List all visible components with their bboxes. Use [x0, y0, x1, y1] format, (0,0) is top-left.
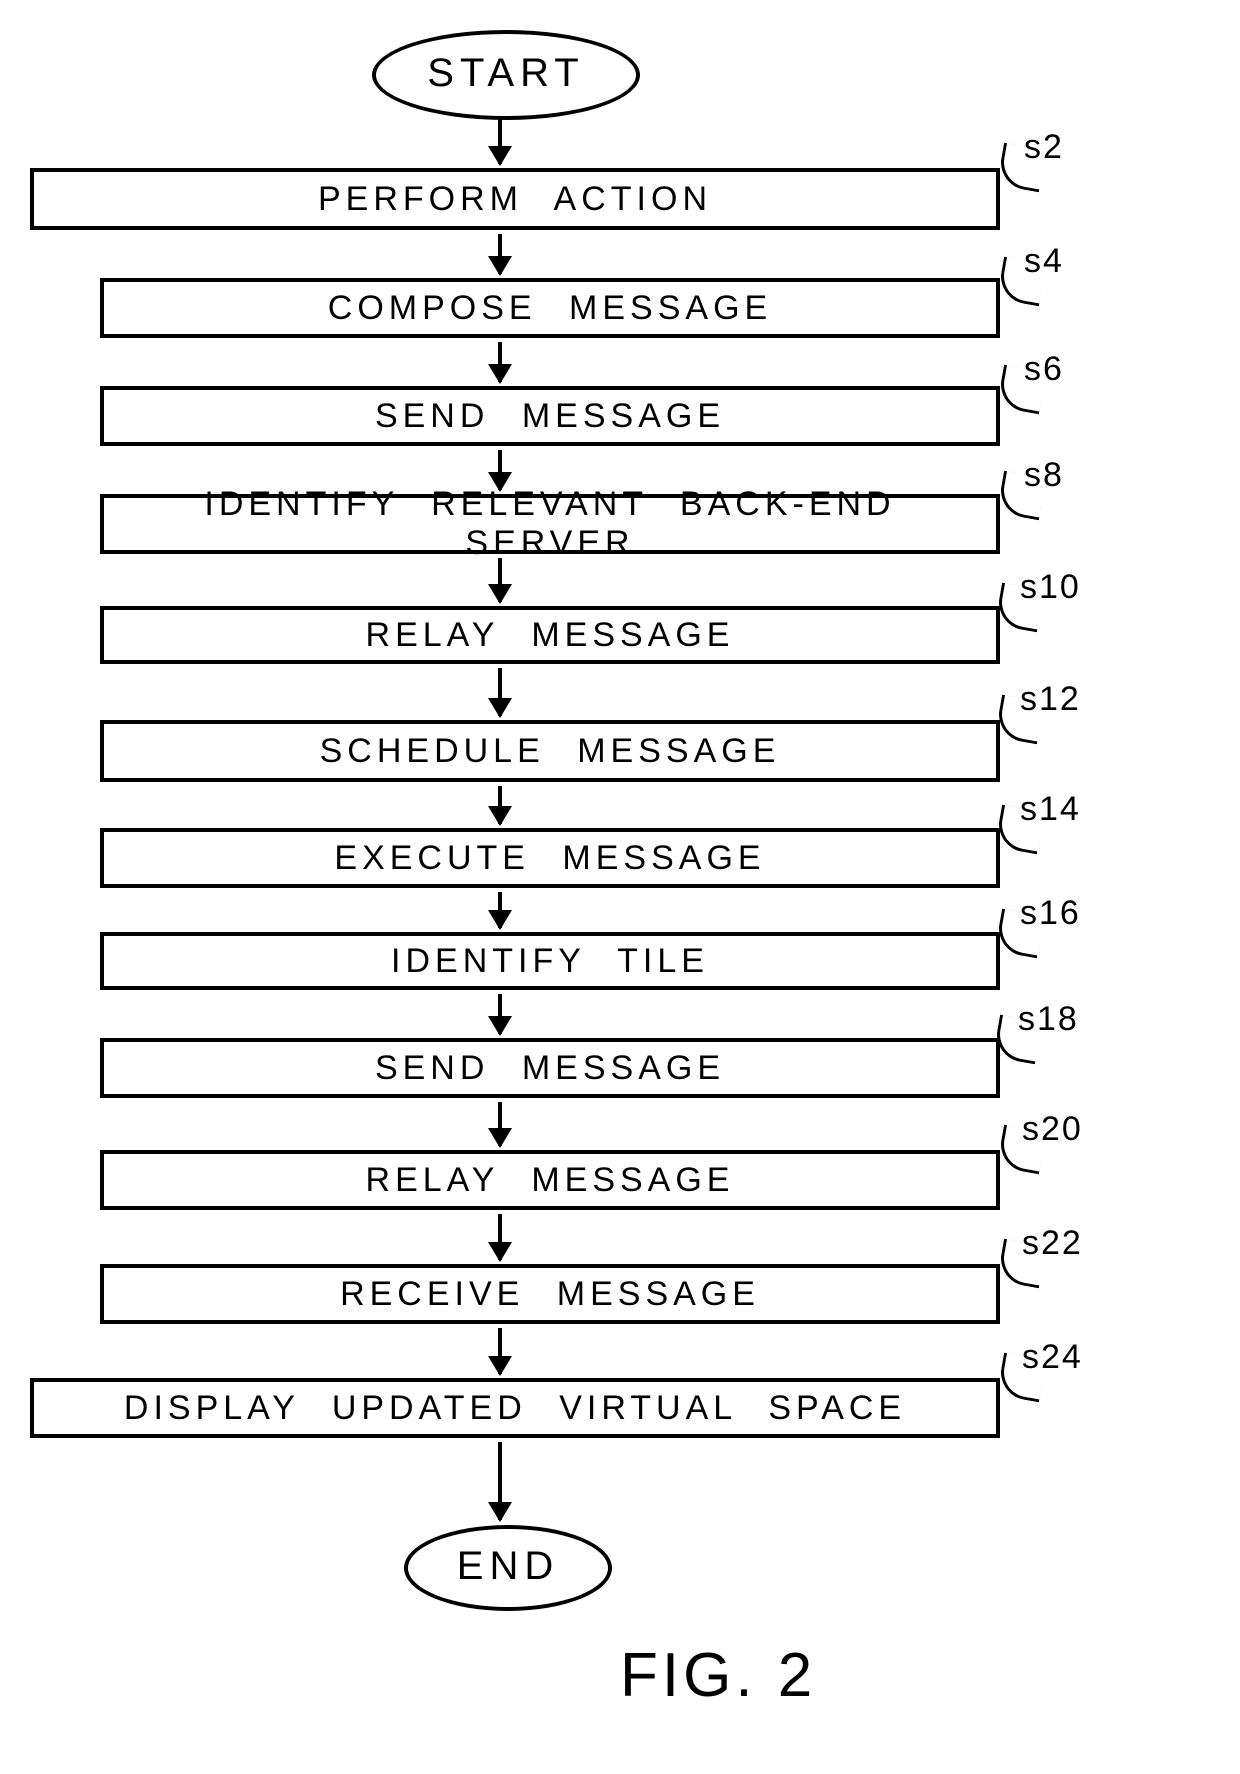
step-label: DISPLAY UPDATED VIRTUAL SPACE: [124, 1389, 906, 1428]
callout-hook: [995, 805, 1045, 855]
arrow-s2-to-s4: [498, 234, 502, 274]
step-label: RELAY MESSAGE: [366, 1161, 735, 1200]
terminal-end-label: END: [457, 1544, 559, 1589]
flowchart-canvas: START END FIG. 2 PERFORM ACTIONs2COMPOSE…: [0, 0, 1240, 1774]
callout-hook: [997, 1239, 1047, 1289]
step-s2: PERFORM ACTION: [30, 168, 1000, 230]
step-s10: RELAY MESSAGE: [100, 606, 1000, 664]
step-s14: EXECUTE MESSAGE: [100, 828, 1000, 888]
step-label: SCHEDULE MESSAGE: [320, 732, 781, 771]
figure-caption-text: FIG. 2: [620, 1641, 816, 1710]
callout-hook: [995, 695, 1045, 745]
step-s16: IDENTIFY TILE: [100, 932, 1000, 990]
callout-hook: [997, 1125, 1047, 1175]
callout-hook: [997, 143, 1047, 193]
step-label: IDENTIFY RELEVANT BACK-END SERVER: [112, 485, 988, 563]
step-s18: SEND MESSAGE: [100, 1038, 1000, 1098]
step-label: IDENTIFY TILE: [391, 942, 709, 981]
arrow-s16-to-s18: [498, 994, 502, 1034]
arrow-s6-to-s8: [498, 450, 502, 490]
step-label: SEND MESSAGE: [375, 397, 725, 436]
arrow-s18-to-s20: [498, 1102, 502, 1146]
step-label: SEND MESSAGE: [375, 1049, 725, 1088]
callout-hook: [997, 471, 1047, 521]
step-label: COMPOSE MESSAGE: [328, 289, 772, 328]
step-label: RECEIVE MESSAGE: [340, 1275, 760, 1314]
step-s24: DISPLAY UPDATED VIRTUAL SPACE: [30, 1378, 1000, 1438]
figure-caption: FIG. 2: [620, 1640, 816, 1711]
terminal-start: START: [372, 30, 640, 120]
arrow-s8-to-s10: [498, 558, 502, 602]
step-label: PERFORM ACTION: [318, 180, 712, 219]
callout-hook: [997, 1353, 1047, 1403]
arrow-s12-to-s14: [498, 786, 502, 824]
arrow-s22-to-s24: [498, 1328, 502, 1374]
arrow-s4-to-s6: [498, 342, 502, 382]
step-s12: SCHEDULE MESSAGE: [100, 720, 1000, 782]
callout-hook: [997, 365, 1047, 415]
step-s8: IDENTIFY RELEVANT BACK-END SERVER: [100, 494, 1000, 554]
step-s4: COMPOSE MESSAGE: [100, 278, 1000, 338]
step-label: EXECUTE MESSAGE: [334, 839, 765, 878]
callout-hook: [993, 1015, 1043, 1065]
arrow-s20-to-s22: [498, 1214, 502, 1260]
callout-hook: [997, 257, 1047, 307]
arrow-s10-to-s12: [498, 668, 502, 716]
arrow-s24-to-end: [498, 1442, 502, 1520]
step-s20: RELAY MESSAGE: [100, 1150, 1000, 1210]
arrow-start-to-s2: [498, 116, 502, 164]
terminal-end: END: [404, 1525, 612, 1611]
arrow-s14-to-s16: [498, 892, 502, 928]
callout-hook: [995, 909, 1045, 959]
callout-hook: [995, 583, 1045, 633]
step-label: RELAY MESSAGE: [366, 616, 735, 655]
step-s6: SEND MESSAGE: [100, 386, 1000, 446]
step-s22: RECEIVE MESSAGE: [100, 1264, 1000, 1324]
terminal-start-label: START: [427, 51, 584, 96]
